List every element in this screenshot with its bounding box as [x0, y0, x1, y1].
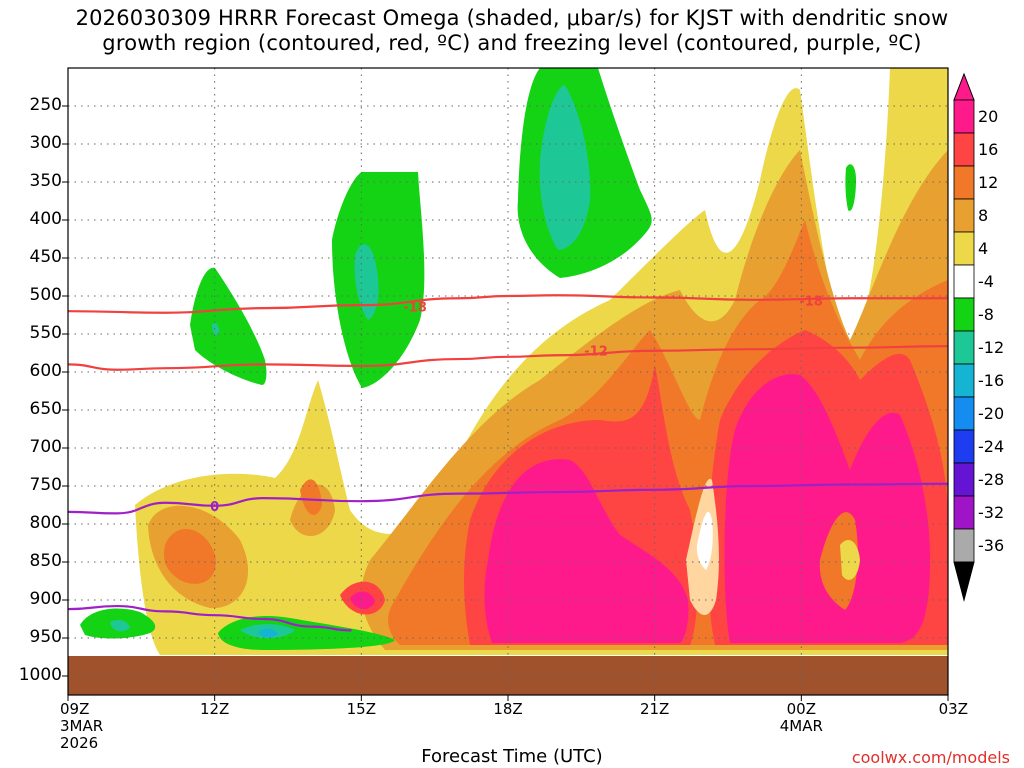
colorbar-swatch — [953, 462, 975, 497]
colorbar-label: -36 — [978, 535, 1005, 555]
y-tick-label: 400 — [29, 209, 62, 229]
colorbar-label: -16 — [978, 370, 1005, 390]
chart-title-line2: growth region (contoured, red, ºC) and f… — [102, 31, 922, 55]
colorbar-label: 4 — [978, 238, 989, 258]
y-tick-label: 1000 — [18, 665, 62, 685]
y-tick-label: 300 — [29, 133, 62, 153]
colorbar-label: -28 — [978, 469, 1005, 489]
colorbar-swatch — [953, 429, 975, 464]
y-tick-label: 700 — [29, 437, 62, 457]
y-tick-label: 350 — [29, 171, 62, 191]
contour-label: 0 — [210, 500, 219, 515]
colorbar-swatch — [953, 330, 975, 365]
y-tick-label: 750 — [29, 475, 62, 495]
contour-lines: -18 -18 -12 0 — [68, 294, 948, 632]
omega-gap-04 — [840, 540, 860, 580]
ground-surface — [68, 656, 948, 695]
omega-positive-gt-20 — [350, 374, 930, 643]
chart-title-line1: 2026030309 HRRR Forecast Omega (shaded, … — [75, 6, 949, 30]
colorbar-label: -32 — [978, 502, 1005, 522]
x-tick-label: 00Z 4MAR — [779, 700, 823, 735]
x-tick-label: 18Z — [493, 700, 523, 718]
colorbar-swatch — [953, 297, 975, 332]
colorbar-swatch — [953, 528, 975, 563]
y-tick-label: 850 — [29, 551, 62, 571]
colorbar-bottom-arrow — [953, 561, 975, 602]
contour-dgz-minus18 — [68, 294, 948, 314]
colorbar-swatch — [953, 396, 975, 431]
colorbar — [953, 72, 975, 602]
x-tick-label: 12Z — [199, 700, 230, 718]
y-tick-label: 250 — [29, 95, 62, 115]
y-tick-label: 450 — [29, 247, 62, 267]
x-tick-label: 03Z — [938, 700, 968, 718]
x-tick-label: 15Z — [346, 700, 377, 718]
y-tick-label: 600 — [29, 361, 62, 381]
contour-label: -18 — [799, 295, 823, 310]
contour-label: -18 — [403, 301, 427, 316]
colorbar-swatch — [953, 231, 975, 266]
y-tick-label: 500 — [29, 285, 62, 305]
contour-dgz-minus12 — [68, 345, 948, 371]
grid — [68, 68, 948, 695]
colorbar-swatch — [953, 363, 975, 398]
y-tick-label: 650 — [29, 399, 62, 419]
colorbar-label: 16 — [978, 139, 999, 159]
omega-gap-03 — [819, 512, 858, 610]
y-tick-label: 550 — [29, 323, 62, 343]
colorbar-label: -24 — [978, 436, 1005, 456]
x-axis-label: Forecast Time (UTC) — [421, 746, 603, 767]
colorbar-label: -8 — [978, 304, 994, 324]
colorbar-swatch — [953, 495, 975, 530]
omega-negative-12-16 — [258, 628, 278, 638]
omega-negative-08-12 — [110, 85, 591, 639]
colorbar-label: -12 — [978, 337, 1005, 357]
credit-text: coolwx.com/models — [851, 748, 1010, 767]
colorbar-label: -20 — [978, 403, 1005, 423]
contour-freezing-0C-lower — [68, 604, 352, 632]
colorbar-swatch — [953, 132, 975, 167]
colorbar-label: 12 — [978, 172, 999, 192]
colorbar-swatch — [953, 99, 975, 134]
x-tick-label: 09Z 3MAR 2026 — [60, 700, 104, 752]
y-tick-label: 950 — [29, 627, 62, 647]
omega-gap-02 — [696, 511, 713, 570]
colorbar-label: 8 — [978, 205, 989, 225]
colorbar-swatch — [953, 198, 975, 233]
colorbar-swatch — [953, 165, 975, 200]
contour-label: -12 — [584, 345, 608, 360]
tick-marks — [62, 105, 949, 701]
colorbar-label: 20 — [978, 106, 999, 126]
x-tick-label: 21Z — [639, 700, 670, 718]
colorbar-label: -4 — [978, 271, 994, 291]
colorbar-top-arrow — [953, 72, 975, 101]
y-tick-label: 900 — [29, 589, 62, 609]
colorbar-swatch — [953, 264, 975, 299]
y-tick-label: 800 — [29, 513, 62, 533]
contour-freezing-0C — [68, 482, 948, 515]
